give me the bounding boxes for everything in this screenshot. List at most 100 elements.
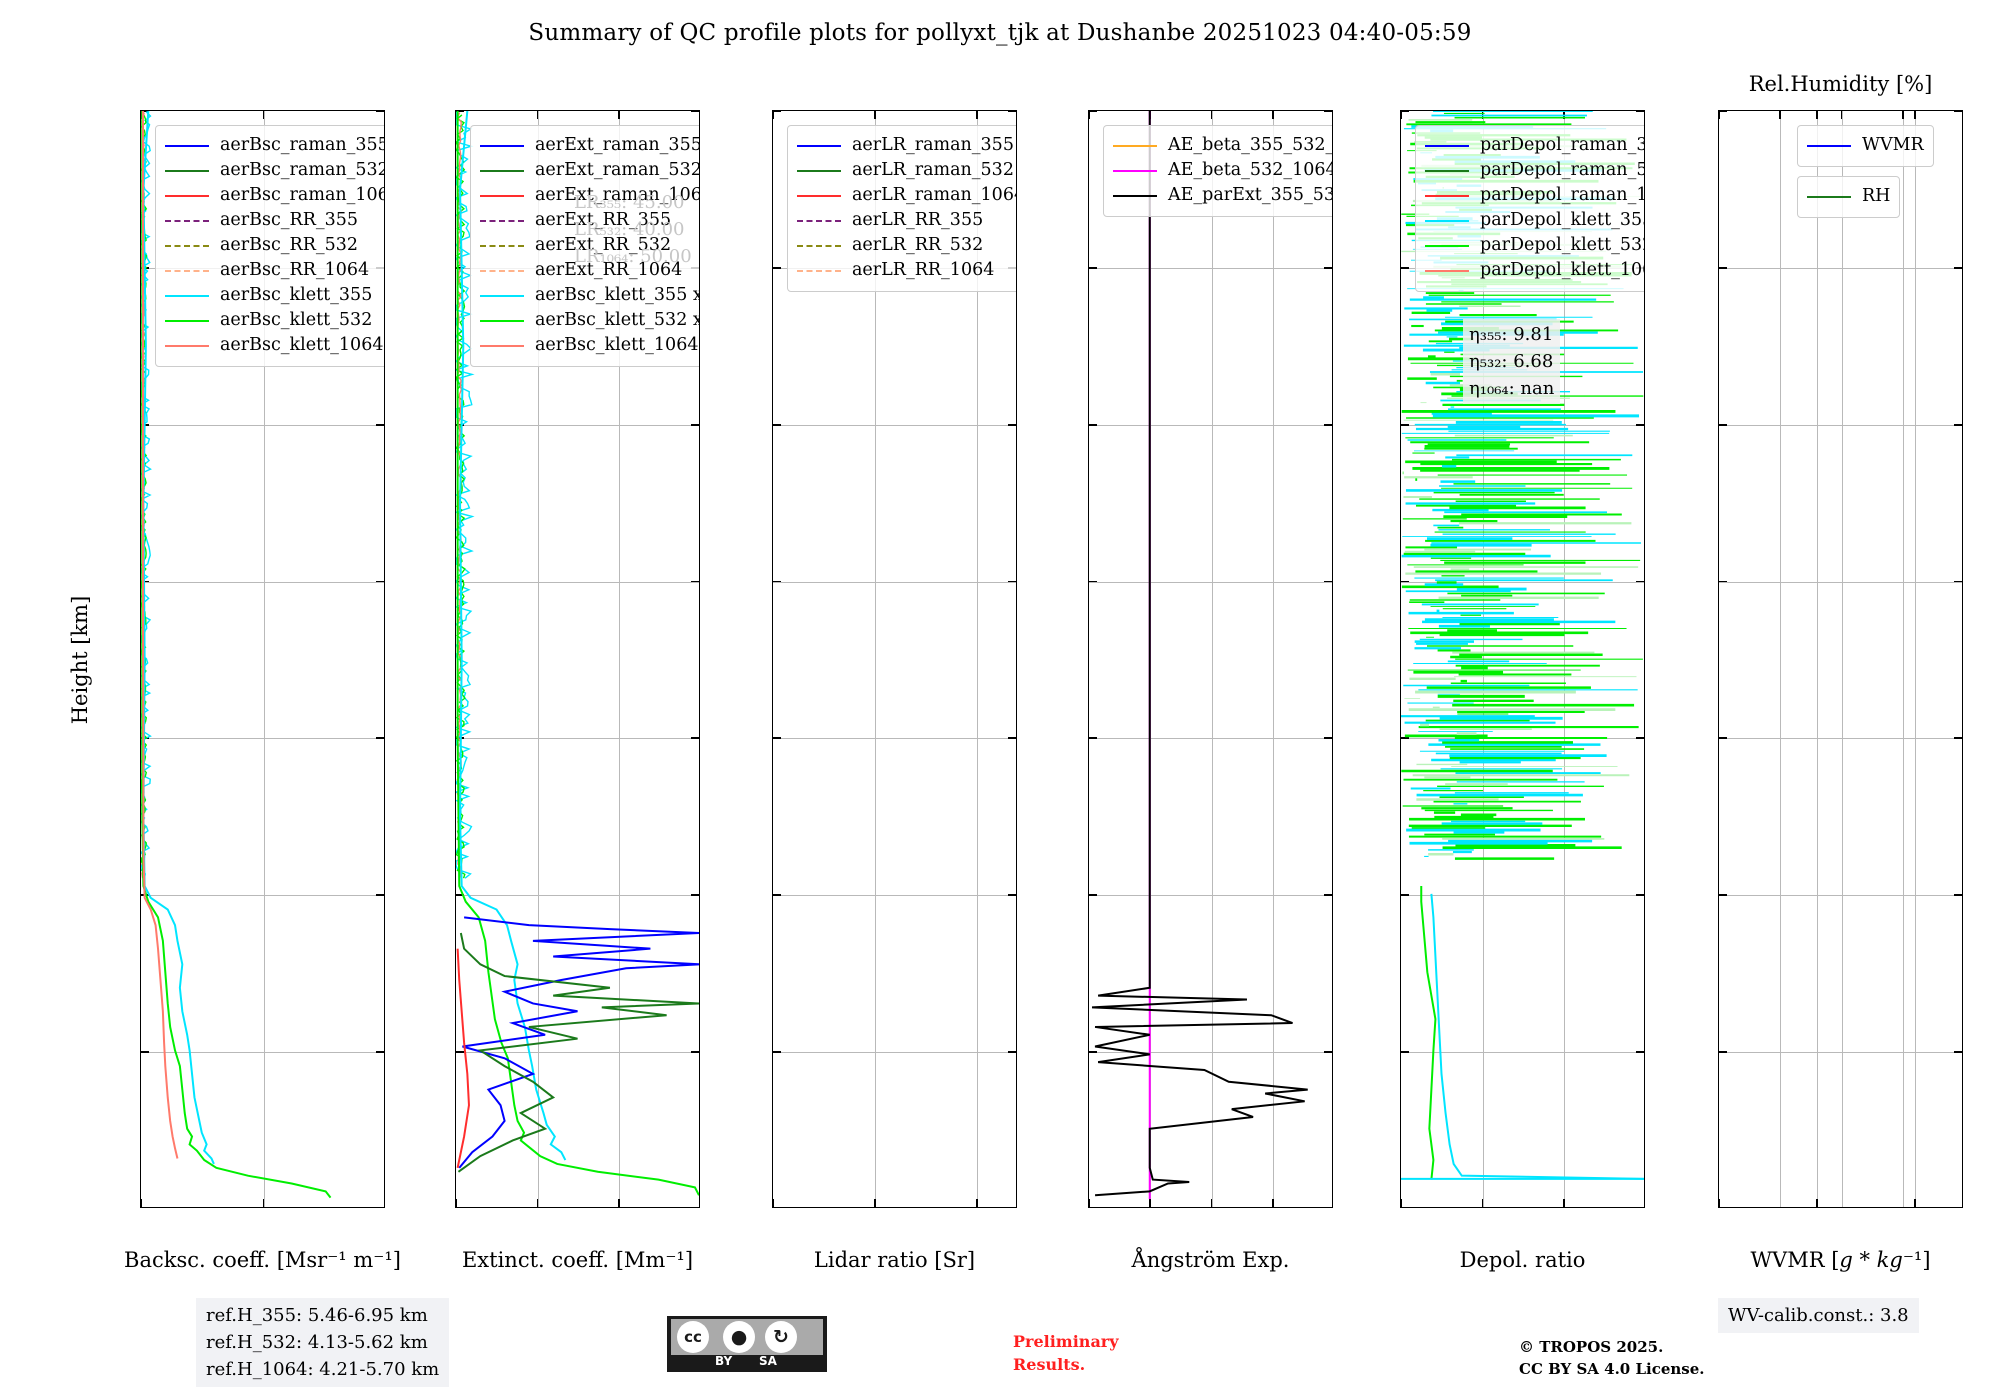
legend-item: parDepol_raman_355 (1425, 133, 1644, 158)
legend-line-swatch (480, 194, 524, 197)
y-axis-tick (1719, 266, 1727, 269)
y-axis-tick (141, 1051, 149, 1053)
legend-line-swatch (165, 219, 209, 222)
legend-item: aerExt_RR_532 (480, 233, 699, 258)
legend-item: aerBsc_klett_355 x LR (480, 283, 699, 308)
legend-label: parDepol_raman_355 (1480, 134, 1644, 155)
legend-line-swatch (480, 144, 524, 147)
gridline-horizontal (141, 581, 384, 583)
legend-line-swatch (1113, 144, 1157, 147)
legend-backscatter: aerBsc_raman_355 aerBsc_raman_532 aerBsc_r… (155, 125, 385, 367)
y-axis-label: Height [km] (68, 595, 92, 725)
legend-line-swatch (797, 219, 841, 222)
gridline-vertical (1817, 111, 1818, 1207)
legend-label: aerBsc_klett_1064 x LR (535, 334, 699, 355)
legend-line-swatch (1425, 219, 1469, 222)
preliminary-results-note: Preliminary Results. (1013, 1332, 1119, 1375)
plot-panel-angstrom: −10123AE_beta_355_532_RamanAE_beta_532_1… (1088, 110, 1333, 1208)
legend-label: aerExt_RR_532 (535, 234, 672, 255)
annotation-line: η₁₀₆₄: nan (1469, 378, 1555, 399)
legend-label: aerBsc_raman_532 (220, 159, 385, 180)
y-axis-tick (1954, 580, 1962, 583)
wv-calib-box: WV-calib.const.: 3.8 (1718, 1298, 1919, 1333)
x-axis-tick (976, 111, 978, 119)
cc-license-badge: cc ● ↻ BY SA (667, 1316, 827, 1372)
legend-wvmr: WVMR (1797, 125, 1934, 167)
legend-line-swatch (797, 244, 841, 247)
legend-item: aerBsc_RR_532 (165, 233, 384, 258)
gridline-horizontal (1089, 1052, 1332, 1054)
legend-label: parDepol_klett_532 (1480, 234, 1645, 255)
y-axis-tick (1324, 266, 1332, 269)
gridline-horizontal (1719, 424, 1962, 426)
y-axis-tick (1324, 423, 1332, 426)
y-axis-tick (1324, 1051, 1332, 1053)
gridline-horizontal (1719, 1052, 1962, 1054)
legend-label: aerLR_raman_355 (852, 134, 1014, 155)
gridline-horizontal (1719, 738, 1962, 740)
x-axis-title-backscatter: Backsc. coeff. [Msr⁻¹ m⁻¹] (124, 1248, 401, 1272)
legend-line-swatch (480, 319, 524, 322)
y-axis-tick (1089, 266, 1097, 269)
y-axis-tick (1954, 111, 1962, 112)
y-axis-tick (1719, 580, 1727, 583)
x-axis-tick (1481, 1199, 1484, 1207)
legend-label: aerBsc_RR_1064 (220, 259, 370, 280)
legend-item: aerBsc_klett_1064 x LR (480, 333, 699, 358)
y-axis-tick (456, 894, 464, 897)
legend-label: RH (1862, 185, 1891, 206)
annotation-line: LR₃₅₅: 45.00 (574, 192, 685, 213)
x-axis-tick (618, 1199, 621, 1207)
y-axis-tick (1008, 423, 1016, 426)
page-title: Summary of QC profile plots for pollyxt_… (528, 20, 1472, 46)
gridline-horizontal (1089, 738, 1332, 740)
gridline-horizontal (141, 895, 384, 897)
legend-label: aerExt_RR_355 (535, 209, 672, 230)
gridline-vertical-top (1841, 111, 1843, 1207)
y-axis-tick (1636, 423, 1644, 426)
y-axis-tick (691, 1051, 699, 1053)
legend-item: aerLR_RR_532 (797, 233, 1016, 258)
gridline-horizontal (1401, 895, 1644, 897)
y-axis-tick (1954, 1051, 1962, 1053)
legend-item: parDepol_klett_1064 (1425, 258, 1644, 283)
plot-panel-wvmr: 020400255075100WVMRRH (1718, 110, 1963, 1208)
legend-label: AE_beta_532_1064_Raman (1168, 159, 1333, 180)
cc-badge-top: cc ● ↻ (671, 1319, 823, 1355)
y-axis-tick (773, 894, 781, 897)
gridline-horizontal (1401, 581, 1644, 583)
x-axis-tick (1089, 1199, 1090, 1207)
y-axis-tick (1401, 111, 1409, 112)
gridline-horizontal (456, 1052, 699, 1054)
y-axis-tick (141, 111, 149, 112)
plot-panel-lidar-ratio: 050100aerLR_raman_355aerLR_raman_532aerL… (772, 110, 1017, 1208)
y-axis-tick (1089, 580, 1097, 583)
x-axis-tick (1401, 1199, 1402, 1207)
x-axis-tick (1816, 1199, 1818, 1207)
x-axis-tick (1210, 1199, 1213, 1207)
gridline-horizontal (1719, 581, 1962, 583)
legend-line-swatch (165, 144, 209, 147)
y-axis-tick (1401, 894, 1409, 897)
annotation-depolarization: η₃₅₅: 9.81 η₅₃₂: 6.68 η₁₀₆₄: nan (1463, 319, 1561, 404)
ref-height-box: ref.H_355: 5.46-6.95 km ref.H_532: 4.13-… (196, 1298, 450, 1387)
legend-line-swatch (1425, 144, 1469, 147)
legend-label: parDepol_klett_1064 (1480, 259, 1644, 280)
y-axis-tick (1008, 737, 1016, 740)
legend-item: parDepol_raman_1064 (1425, 183, 1644, 208)
legend-label: aerLR_RR_1064 (852, 259, 995, 280)
legend-item: aerExt_raman_1064 (480, 183, 699, 208)
legend-line-swatch (480, 344, 524, 347)
legend-label: AE_beta_355_532_Raman (1168, 134, 1332, 155)
gridline-horizontal (1719, 895, 1962, 897)
y-axis-tick (1008, 111, 1016, 112)
y-axis-tick (773, 266, 781, 269)
y-axis-tick (1401, 580, 1409, 583)
legend-line-swatch (797, 169, 841, 172)
cc-label-by: BY (715, 1354, 733, 1368)
x-axis-tick (456, 1199, 457, 1207)
annotation-line: LR₁₀₆₄: 50.00 (574, 246, 692, 267)
y-axis-tick (376, 111, 384, 112)
legend-angstrom: AE_beta_355_532_Raman AE_beta_532_1064_Ra… (1103, 125, 1333, 217)
legend-item: aerLR_RR_355 (797, 208, 1016, 233)
